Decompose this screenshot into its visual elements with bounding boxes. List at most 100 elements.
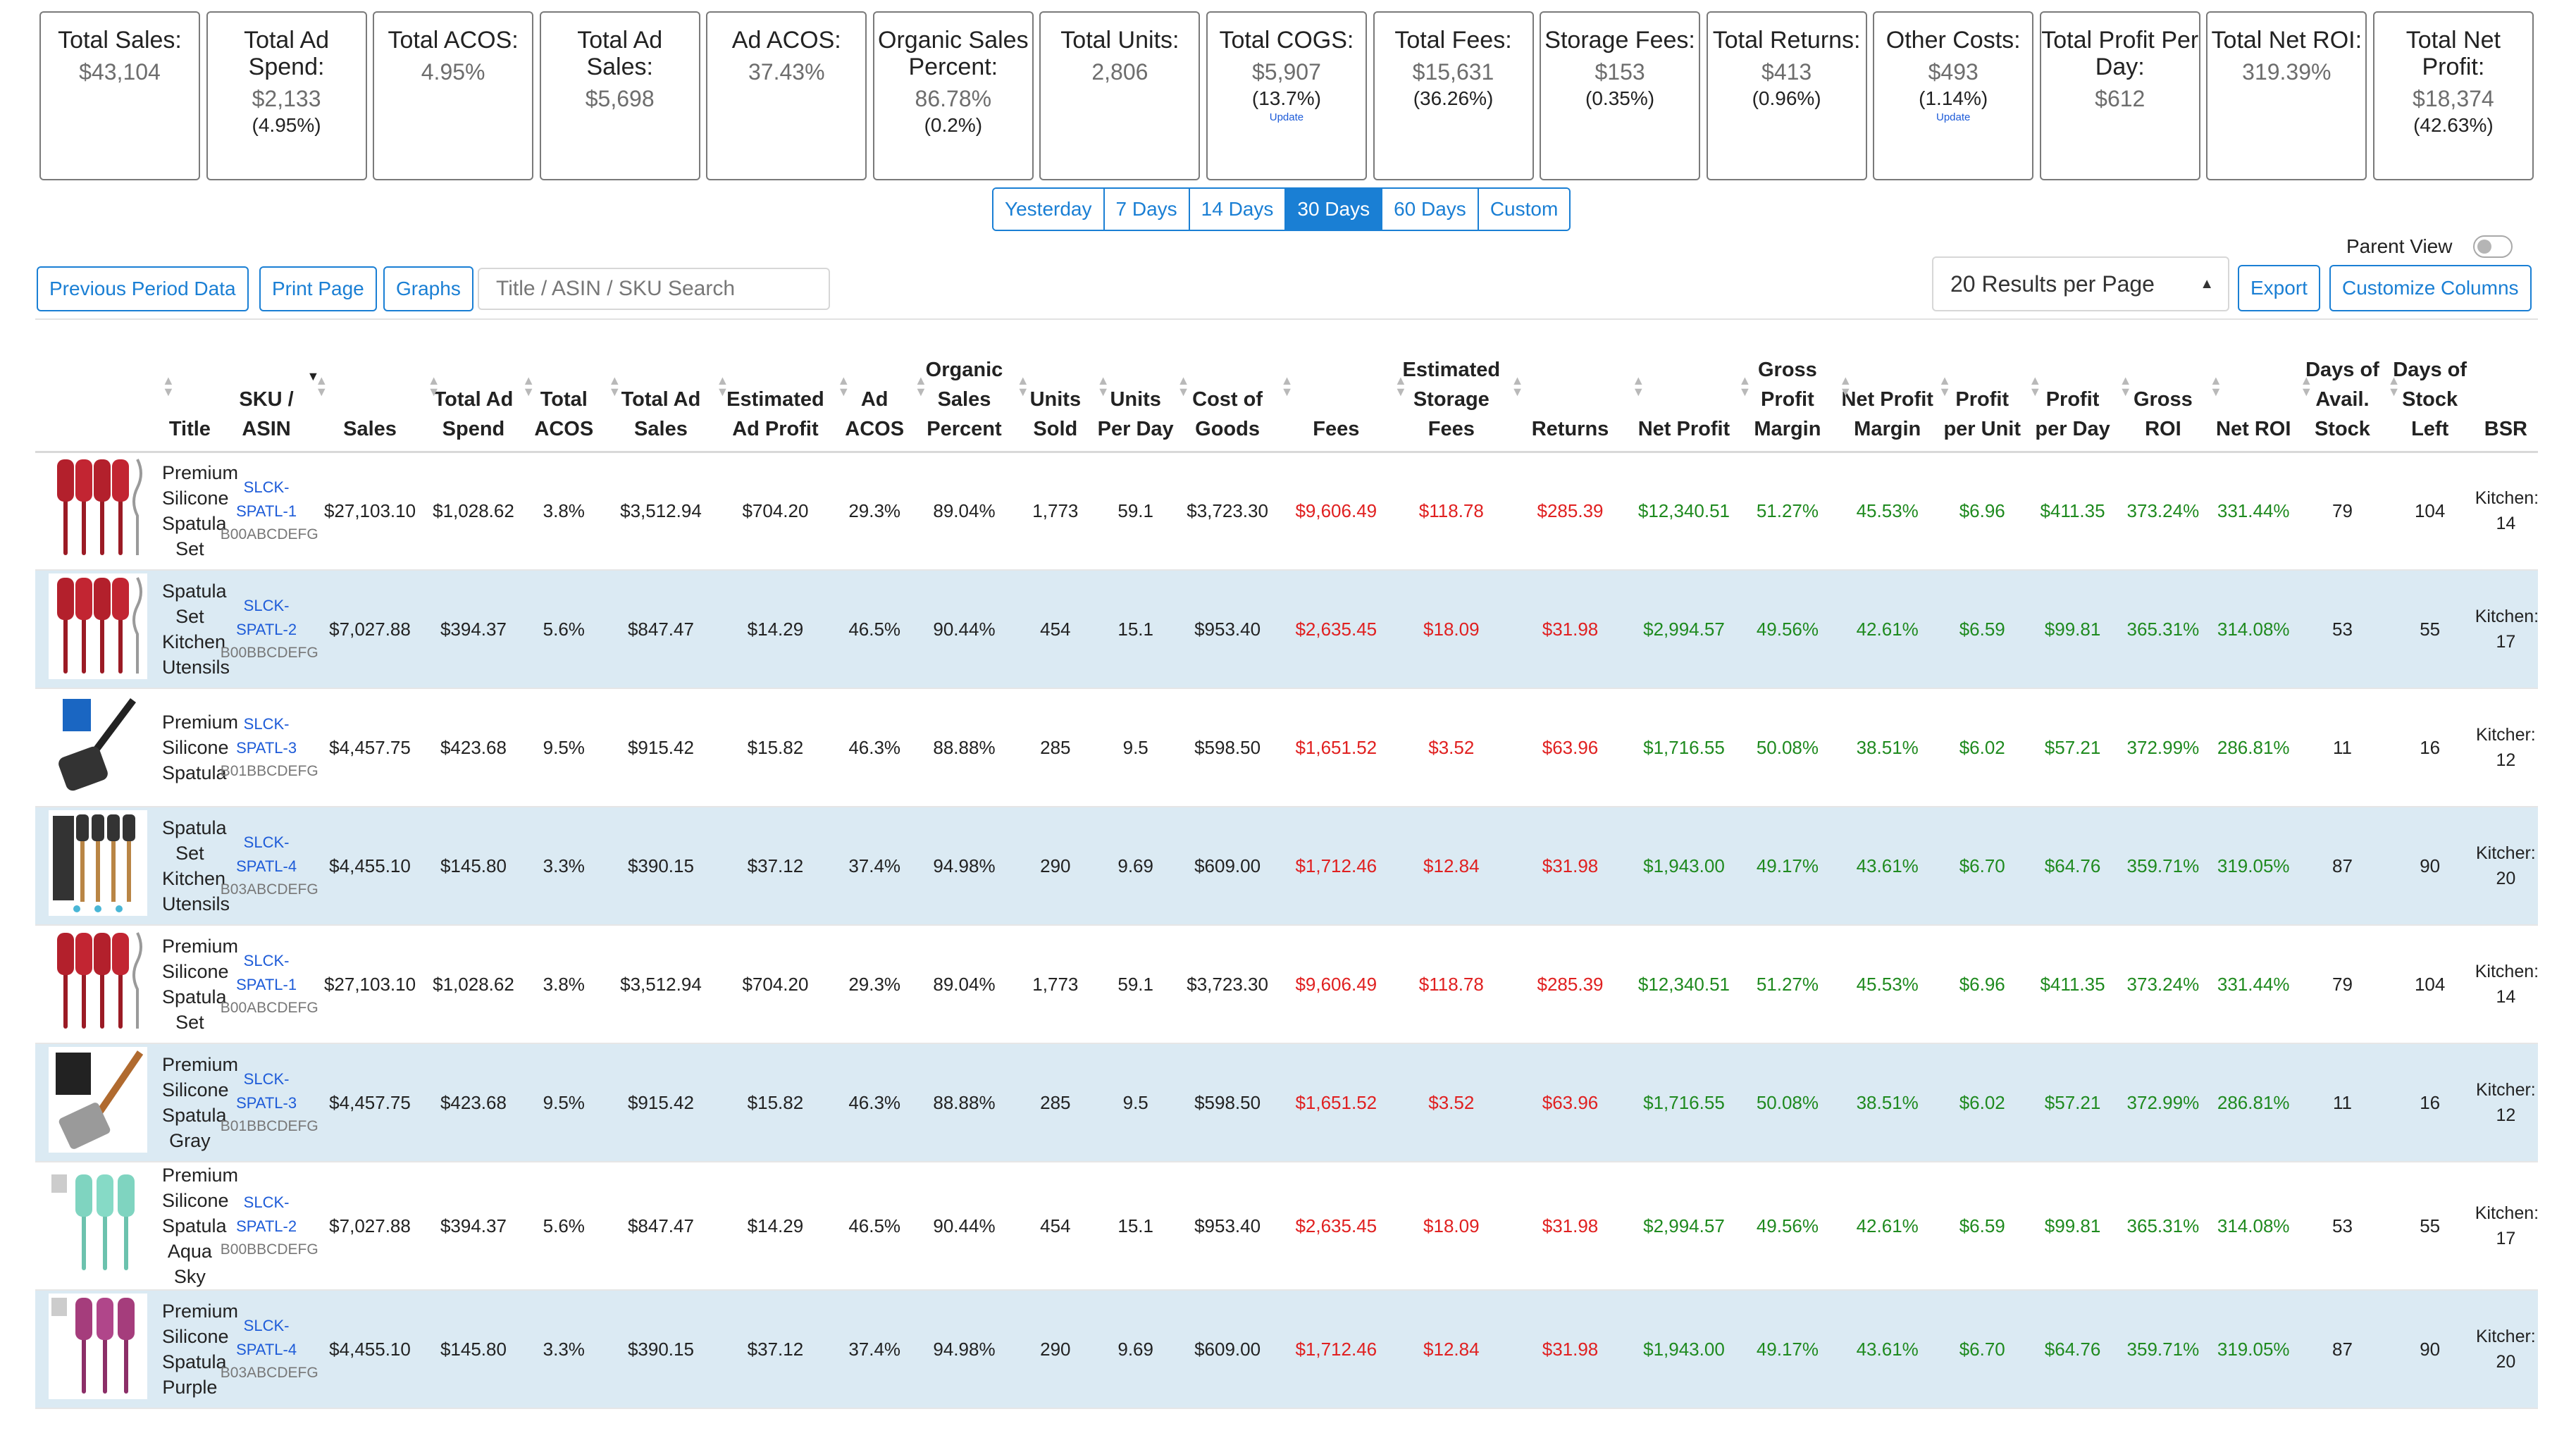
column-header[interactable]: ▲ ▼ Gross ROI [2118,319,2208,452]
sort-icon[interactable]: ▲ ▼ [716,373,729,399]
period-button[interactable]: 60 Days [1382,189,1479,230]
column-header[interactable]: ▲ ▼ Gross Profit Margin [1738,319,1838,452]
metric-card: Total Returns: $413 (0.96%) [1706,11,1867,180]
table-cell: 45.53% [1856,974,1919,995]
column-header[interactable]: ▲ ▼ Profit per Day [2027,319,2117,452]
sort-icon[interactable]: ▲ ▼ [1511,373,1524,399]
metric-card: Other Costs: $493 (1.14%) Update [1873,11,2034,180]
column-header[interactable]: ▲ ▼ Total Ad Sales [607,319,714,452]
column-header[interactable]: ▲ ▼ Units Per Day [1096,319,1176,452]
metric-card-update-link[interactable]: Update [1936,111,1971,123]
table-cell: $394.37 [440,1215,507,1236]
print-page-button[interactable]: Print Page [259,266,377,311]
column-header[interactable]: ▲ ▼ Cost of Goods [1176,319,1280,452]
table-row[interactable]: Premium Silicone Spatula Aqua Sky SLCK-SP… [35,1162,2539,1290]
table-row[interactable]: Premium Silicone Spatula Purple SLCK-SPAT… [35,1290,2538,1408]
column-header[interactable]: ▼ SKU / ASIN [219,319,319,452]
wooden-utensils-icon[interactable] [45,809,151,916]
table-row[interactable]: Premium Silicone Spatula Gray SLCK-SPATL-… [35,1043,2538,1162]
sort-icon[interactable]: ▲ ▼ [2119,373,2132,399]
column-header[interactable]: ▲ ▼ Days of Avail. Stock [2298,319,2386,452]
gray-spatula-icon[interactable] [45,1046,151,1153]
sort-icon[interactable]: ▲ ▼ [2300,373,2313,399]
table-row[interactable]: Spatula Set Kitchen Utensils SLCK-SPATL-2… [35,570,2539,688]
column-header[interactable]: ▲ ▼ Estimated Ad Profit [715,319,836,452]
bsr-cell: Kitchen: 14 [2475,488,2539,534]
sort-icon[interactable]: ▲ ▼ [837,373,850,399]
results-per-page-select[interactable]: 20 Results per Page ▲ [1932,256,2229,311]
table-row[interactable]: Premium Silicone Spatula Set SLCK-SPATL-1… [35,452,2539,570]
sku-link[interactable]: SLCK-SPATL-3 [236,1070,297,1112]
sku-link[interactable]: SLCK-SPATL-4 [236,1317,297,1358]
column-header[interactable]: ▲ ▼ Fees [1280,319,1393,452]
sort-icon[interactable]: ▲ ▼ [427,373,440,399]
sort-icon[interactable]: ▲ ▼ [1394,373,1407,399]
column-header[interactable]: ▲ ▼ Title [161,319,219,452]
black-spatula-icon[interactable] [45,691,151,798]
sort-icon[interactable]: ▲ ▼ [2387,373,2401,399]
column-header[interactable]: ▲ ▼ Net ROI [2208,319,2298,452]
sort-icon[interactable]: ▲ ▼ [162,373,175,399]
column-header[interactable]: ▲ ▼ Returns [1510,319,1631,452]
column-header[interactable]: BSR [2474,319,2538,452]
column-header[interactable]: ▲ ▼ Organic Sales Percent [913,319,1015,452]
sort-icon[interactable]: ▲ ▼ [1938,373,1951,399]
previous-period-button[interactable]: Previous Period Data [37,266,249,311]
search-input[interactable]: Title / ASIN / SKU Search [478,268,830,310]
table-cell: 15.1 [1117,1215,1153,1236]
aqua-spatula-set-icon[interactable] [45,1170,151,1276]
column-header[interactable]: ▲ ▼ Days of Stock Left [2386,319,2474,452]
column-header[interactable]: ▲ ▼ Total Ad Spend [426,319,521,452]
sort-icon[interactable]: ▲ ▼ [1096,373,1110,399]
column-header[interactable]: ▲ ▼ Estimated Storage Fees [1393,319,1510,452]
sort-icon[interactable]: ▲ ▼ [1632,373,1645,399]
table-cell: $99.81 [2044,1215,2101,1236]
red-spatula-set-icon[interactable] [45,454,151,561]
sku-link[interactable]: SLCK-SPATL-1 [236,478,297,521]
sort-icon[interactable]: ▲ ▼ [1839,373,1852,399]
period-button[interactable]: 7 Days [1104,189,1190,230]
customize-columns-button[interactable]: Customize Columns [2329,265,2532,311]
period-button[interactable]: 14 Days [1189,189,1287,230]
period-button[interactable]: 30 Days [1286,189,1383,230]
sort-icon[interactable]: ▲ ▼ [2029,373,2042,399]
period-button[interactable]: Yesterday [993,189,1105,230]
sort-icon[interactable]: ▲ ▼ [2210,373,2222,399]
sort-icon[interactable]: ▲ ▼ [1016,373,1029,399]
sku-asin-cell: SLCK-SPATL-4 B03ABCDEFG [219,807,318,925]
sort-icon[interactable]: ▲ ▼ [608,373,621,399]
metric-card: Ad ACOS: 37.43% [706,11,867,180]
red-spatula-set-icon[interactable] [45,928,151,1034]
export-button[interactable]: Export [2238,265,2320,311]
sort-icon[interactable]: ▲ ▼ [315,373,328,399]
sku-link[interactable]: SLCK-SPATL-2 [236,1193,297,1235]
column-header[interactable]: ▲ ▼ Total ACOS [521,319,607,452]
table-cell: 37.4% [848,855,901,876]
sort-icon[interactable]: ▲ ▼ [1280,373,1294,399]
red-spatula-set-icon[interactable] [45,573,151,679]
column-header[interactable]: ▲ ▼ Profit per Unit [1937,319,2027,452]
sku-link[interactable]: SLCK-SPATL-1 [236,952,297,993]
sort-icon[interactable]: ▲ ▼ [522,373,535,399]
column-header[interactable]: ▲ ▼ Sales [314,319,426,452]
column-header[interactable]: ▲ ▼ Ad ACOS [836,319,913,452]
sku-link[interactable]: SLCK-SPATL-2 [236,597,297,638]
table-row[interactable]: Spatula Set Kitchen Utensils SLCK-SPATL-4… [35,807,2538,925]
product-image-cell [35,807,161,925]
parent-view-toggle[interactable] [2473,235,2513,258]
graphs-button[interactable]: Graphs [383,266,473,311]
metric-card-update-link[interactable]: Update [1269,111,1304,123]
sort-icon[interactable]: ▲ ▼ [1177,373,1190,399]
column-header[interactable]: ▲ ▼ Net Profit Margin [1838,319,1937,452]
sku-link[interactable]: SLCK-SPATL-4 [236,833,297,875]
column-header[interactable]: ▲ ▼ Units Sold [1015,319,1096,452]
sku-link[interactable]: SLCK-SPATL-3 [236,715,297,757]
period-button[interactable]: Custom [1478,189,1570,230]
sort-icon[interactable]: ▲ ▼ [1738,373,1752,399]
table-row[interactable]: Premium Silicone Spatula SLCK-SPATL-3 B01B… [35,688,2538,807]
sort-icon[interactable]: ▲ ▼ [915,373,927,399]
column-header[interactable]: ▲ ▼ Net Profit [1630,319,1737,452]
sort-icon[interactable]: ▼ [306,369,320,383]
purple-spatula-set-icon[interactable] [45,1293,151,1399]
table-row[interactable]: Premium Silicone Spatula Set SLCK-SPATL-1… [35,925,2539,1043]
